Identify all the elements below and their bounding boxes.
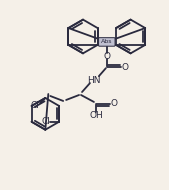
Text: Cl: Cl <box>42 117 51 126</box>
FancyBboxPatch shape <box>99 38 115 46</box>
Text: O: O <box>103 52 110 61</box>
Text: Abs: Abs <box>101 40 113 44</box>
Text: O: O <box>121 63 128 72</box>
Text: O: O <box>110 99 117 108</box>
Text: HN: HN <box>87 76 101 85</box>
Text: OH: OH <box>89 111 103 120</box>
Text: Cl: Cl <box>31 101 40 110</box>
